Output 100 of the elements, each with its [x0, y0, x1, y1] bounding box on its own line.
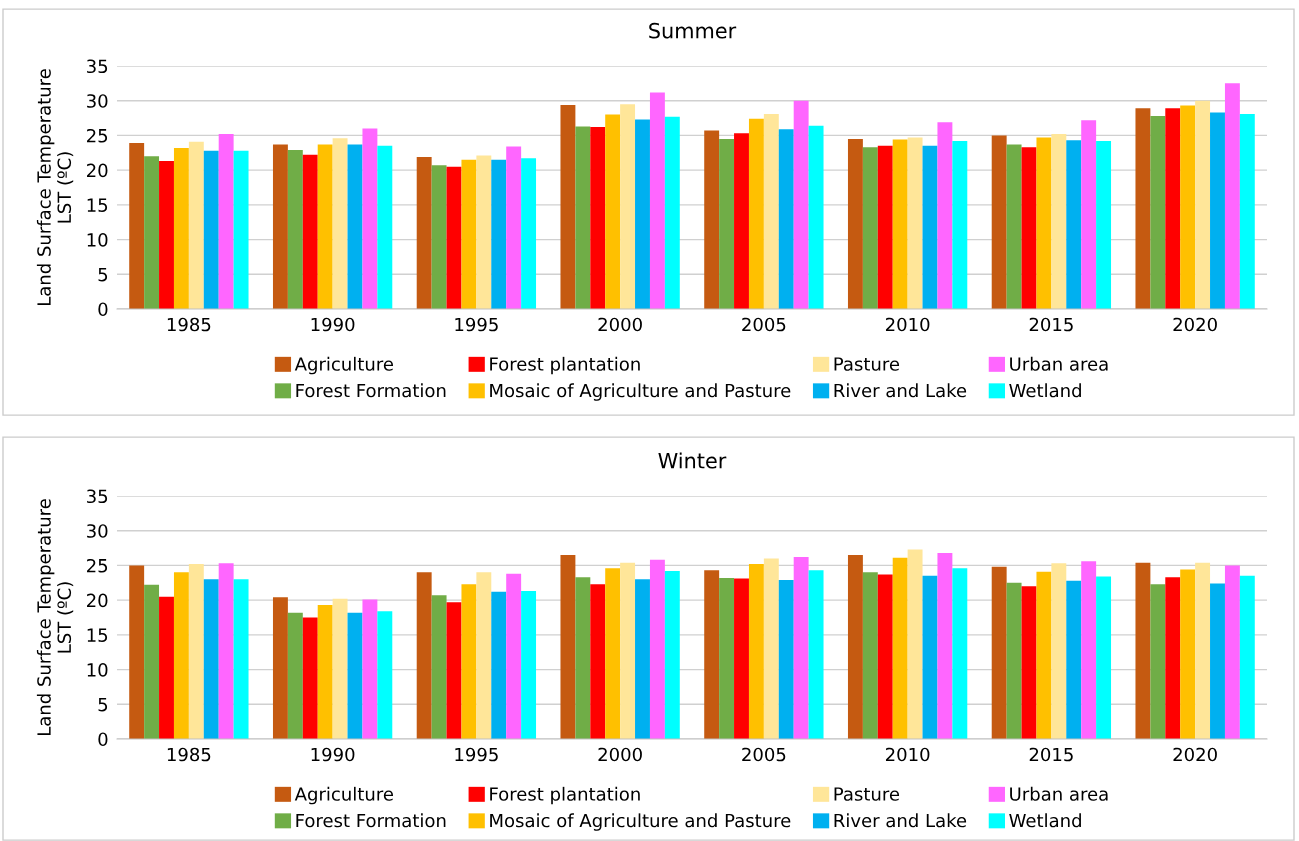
bar: [1051, 563, 1067, 739]
bar: [922, 145, 938, 309]
legend-label: Wetland: [1009, 813, 1081, 828]
bar: [649, 92, 665, 309]
y-tick-label: 0: [98, 732, 108, 747]
bar: [188, 141, 204, 309]
bar: [1066, 140, 1082, 309]
legend-label: Forest Formation: [296, 383, 446, 398]
bar: [952, 140, 968, 309]
bar: [793, 100, 809, 309]
bar: [734, 578, 749, 739]
bar: [575, 577, 591, 739]
legend-label: Mosaic of Agriculture and Pasture: [490, 383, 791, 401]
bar: [1096, 576, 1112, 739]
x-tick-label: 1985: [167, 317, 211, 332]
bar: [203, 150, 219, 309]
bar: [1210, 112, 1225, 309]
legend-label: River and Lake: [834, 383, 967, 398]
x-tick-label: 2000: [598, 317, 642, 332]
bar: [1135, 562, 1151, 739]
legend-label: Agriculture: [294, 786, 393, 805]
bar: [431, 165, 447, 309]
y-tick-label: 25: [87, 128, 108, 143]
bar: [1150, 584, 1166, 739]
x-tick-label: 1995: [455, 317, 498, 332]
bar: [1066, 580, 1082, 739]
x-tick-label: 2020: [1173, 317, 1217, 332]
x-tick-label: 2005: [742, 747, 786, 762]
bar: [590, 127, 606, 309]
y-tick-label: 5: [98, 267, 108, 282]
bar: [1165, 577, 1181, 739]
legend-label: Wetland: [1009, 383, 1081, 398]
bar: [218, 134, 234, 309]
bar: [1224, 83, 1240, 309]
legend-label: Mosaic of Agriculture and Pasture: [490, 813, 791, 831]
y-tick-label: 20: [87, 593, 108, 608]
bar: [605, 114, 621, 309]
bar: [704, 570, 720, 739]
bar: [302, 617, 318, 739]
bar: [416, 156, 432, 309]
x-tick-label: 2020: [1173, 747, 1217, 762]
bar: [431, 595, 447, 739]
bar: [1081, 561, 1097, 739]
legend-label: Forest plantation: [490, 786, 640, 805]
bar: [1239, 575, 1255, 739]
bar: [907, 137, 923, 309]
chart-title: Summer: [649, 22, 737, 39]
y-tick-label: 30: [87, 524, 108, 538]
bar: [302, 154, 318, 309]
bar: [664, 116, 680, 309]
legend-label: Pasture: [834, 787, 900, 801]
y-tick-label: 0: [98, 302, 108, 317]
bar: [560, 104, 576, 309]
bar: [748, 118, 764, 309]
bar: [1135, 108, 1151, 309]
y-tick-label: 15: [87, 198, 108, 212]
x-tick-label: 2000: [598, 747, 642, 762]
bar: [892, 557, 908, 739]
bar: [1239, 113, 1255, 309]
bar: [1051, 134, 1067, 309]
y-tick-label: 10: [87, 663, 108, 677]
bar: [575, 126, 591, 309]
bar: [1195, 562, 1211, 739]
bar: [491, 159, 507, 309]
bar: [991, 135, 1007, 309]
bar: [635, 579, 650, 739]
bar: [188, 564, 204, 739]
x-tick-label: 1990: [311, 317, 355, 332]
bar: [233, 579, 249, 739]
bar: [620, 562, 636, 739]
x-tick-label: 2015: [1029, 317, 1073, 332]
bar: [377, 145, 393, 309]
bar: [892, 139, 908, 309]
legend-label: Urban area: [1010, 786, 1108, 801]
legend-label: Agriculture: [294, 356, 393, 375]
bar: [1195, 100, 1211, 309]
bar: [173, 572, 189, 739]
bar: [461, 584, 477, 739]
bar: [734, 133, 749, 309]
bar: [620, 104, 636, 309]
y-axis-title: Land Surface Temperature LST (ºC): [36, 499, 74, 736]
bar: [1021, 586, 1037, 739]
bar: [605, 568, 621, 739]
x-tick-label: 1990: [311, 747, 355, 762]
bar: [173, 147, 189, 309]
bar: [129, 143, 145, 309]
bar: [506, 146, 522, 309]
bar: [377, 611, 393, 739]
bar: [793, 557, 809, 739]
bar: [332, 598, 348, 739]
bar: [808, 570, 824, 739]
y-tick-label: 35: [87, 489, 108, 504]
bar: [446, 166, 462, 309]
bar: [233, 150, 249, 309]
y-tick-label: 15: [87, 628, 108, 642]
y-tick-label: 5: [98, 697, 108, 712]
legend-label: Forest plantation: [490, 356, 640, 375]
bar: [847, 555, 863, 739]
bar: [862, 147, 878, 309]
bar: [649, 559, 665, 739]
